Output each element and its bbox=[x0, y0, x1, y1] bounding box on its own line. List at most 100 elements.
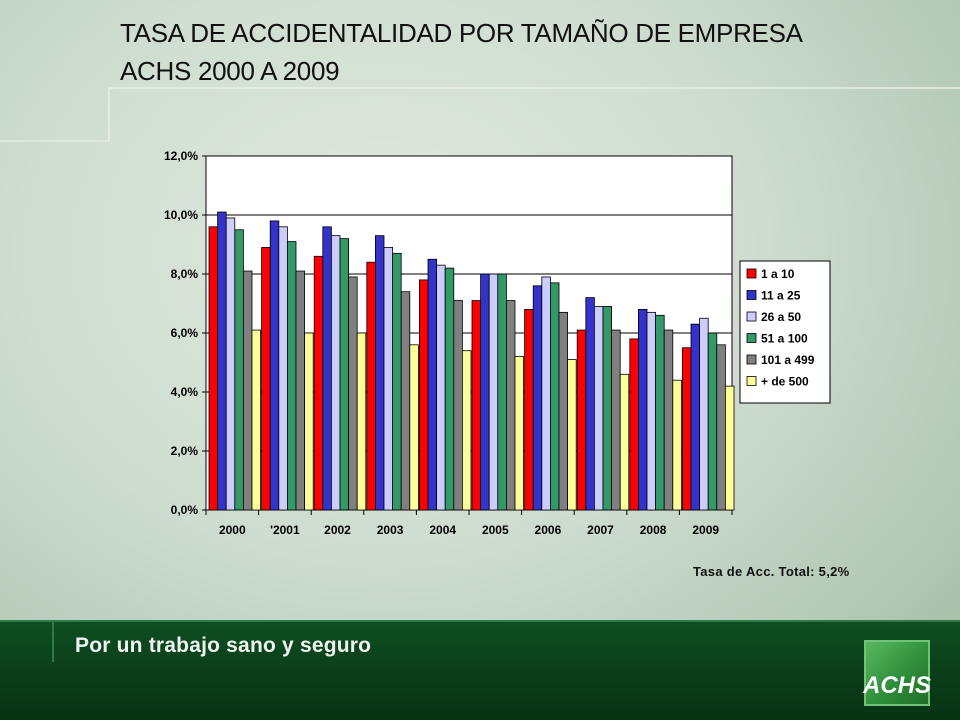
bar bbox=[392, 252, 402, 511]
x-tick-label: 2006 bbox=[535, 523, 562, 537]
bar bbox=[699, 317, 709, 511]
bar bbox=[269, 220, 280, 511]
bar bbox=[418, 279, 429, 511]
bar bbox=[611, 329, 621, 511]
bar bbox=[532, 285, 543, 511]
y-tick-label: 6,0% bbox=[171, 326, 199, 340]
y-tick-label: 10,0% bbox=[164, 208, 198, 222]
bar bbox=[436, 264, 446, 511]
bar bbox=[682, 347, 692, 511]
legend-label: 101 a 499 bbox=[761, 353, 815, 367]
bar bbox=[242, 270, 253, 511]
footer-divider bbox=[52, 622, 54, 662]
bar bbox=[453, 300, 463, 511]
bar bbox=[471, 300, 482, 511]
achs-logo: ACHS bbox=[863, 640, 932, 706]
total-rate-note: Tasa de Acc. Total: 5,2% bbox=[693, 564, 850, 579]
bar bbox=[497, 273, 507, 511]
bar bbox=[480, 273, 490, 511]
y-tick-label: 4,0% bbox=[171, 385, 199, 399]
x-tick-label: '2001 bbox=[270, 523, 300, 537]
bar bbox=[339, 238, 350, 511]
legend-label: + de 500 bbox=[761, 375, 809, 389]
bar bbox=[278, 226, 288, 511]
footer-slogan: Por un trabajo sano y seguro bbox=[75, 634, 372, 657]
legend-label: 11 a 25 bbox=[761, 289, 801, 303]
bar bbox=[313, 255, 324, 511]
bar bbox=[488, 273, 499, 511]
x-tick-label: 2000 bbox=[219, 523, 246, 537]
x-tick-label: 2007 bbox=[587, 523, 614, 537]
bar bbox=[629, 338, 639, 511]
title-line-1: TASA DE ACCIDENTALIDAD POR TAMAÑO DE EMP… bbox=[120, 18, 803, 48]
bar bbox=[646, 311, 657, 511]
legend-swatch bbox=[746, 268, 757, 279]
legend-label: 26 a 50 bbox=[761, 310, 801, 324]
legend-swatch bbox=[746, 290, 757, 300]
bar bbox=[383, 247, 394, 511]
bar bbox=[374, 235, 385, 511]
y-tick-label: 12,0% bbox=[164, 149, 198, 163]
bar bbox=[261, 247, 271, 511]
legend-label: 51 a 100 bbox=[761, 332, 808, 346]
bar bbox=[672, 379, 682, 511]
bar bbox=[409, 344, 419, 511]
bar bbox=[234, 229, 244, 511]
bar bbox=[602, 306, 613, 511]
bar bbox=[208, 226, 219, 511]
bar bbox=[541, 276, 551, 511]
decorative-line bbox=[110, 87, 960, 89]
bar bbox=[576, 329, 587, 511]
bar bbox=[427, 258, 438, 511]
bar bbox=[725, 385, 735, 511]
bar bbox=[558, 311, 569, 511]
x-tick-label: 2002 bbox=[324, 523, 351, 537]
bar bbox=[330, 235, 341, 511]
bar bbox=[707, 332, 718, 511]
bar bbox=[690, 323, 701, 511]
footer-divider bbox=[0, 620, 960, 622]
bar bbox=[322, 226, 332, 511]
bar bbox=[304, 332, 314, 511]
bar bbox=[619, 373, 630, 511]
bar bbox=[348, 276, 358, 511]
bar bbox=[716, 344, 726, 511]
y-tick-label: 0,0% bbox=[171, 503, 199, 517]
x-tick-label: 2008 bbox=[640, 523, 667, 537]
legend-swatch bbox=[746, 311, 757, 322]
x-tick-label: 2003 bbox=[377, 523, 404, 537]
bar bbox=[594, 306, 604, 511]
y-tick-label: 8,0% bbox=[171, 267, 199, 281]
bar bbox=[251, 329, 262, 511]
legend-swatch bbox=[746, 333, 757, 343]
bar bbox=[461, 350, 472, 511]
y-tick-label: 2,0% bbox=[171, 444, 199, 458]
logo-text: ACHS bbox=[863, 672, 932, 699]
bar bbox=[524, 308, 534, 511]
legend-box bbox=[739, 260, 831, 404]
x-tick-label: 2004 bbox=[429, 523, 456, 537]
bar-chart: 0,0% 2,0% 4,0% 6,0% 8,0% 10,0% 12,0% 2000 '2001 2… bbox=[164, 149, 831, 537]
bar bbox=[550, 282, 560, 511]
legend-swatch bbox=[746, 376, 757, 386]
bar bbox=[400, 291, 411, 511]
bar bbox=[567, 359, 577, 511]
bar bbox=[286, 241, 297, 511]
page-title: TASA DE ACCIDENTALIDAD POR TAMAÑO DE EMP… bbox=[120, 14, 803, 90]
bar bbox=[444, 267, 455, 511]
bar bbox=[217, 211, 227, 511]
x-tick-label: 2009 bbox=[692, 523, 719, 537]
bar bbox=[638, 308, 648, 511]
bar bbox=[366, 261, 376, 511]
title-line-2: ACHS 2000 A 2009 bbox=[120, 56, 340, 86]
bar bbox=[225, 217, 236, 511]
bar bbox=[663, 329, 674, 511]
legend-label: 1 a 10 bbox=[761, 267, 795, 281]
bar bbox=[585, 297, 595, 511]
bar bbox=[655, 314, 665, 511]
bar bbox=[295, 270, 306, 511]
bar bbox=[505, 300, 516, 511]
bar bbox=[514, 356, 525, 511]
footer-band bbox=[0, 620, 960, 720]
x-tick-label: 2005 bbox=[482, 523, 509, 537]
